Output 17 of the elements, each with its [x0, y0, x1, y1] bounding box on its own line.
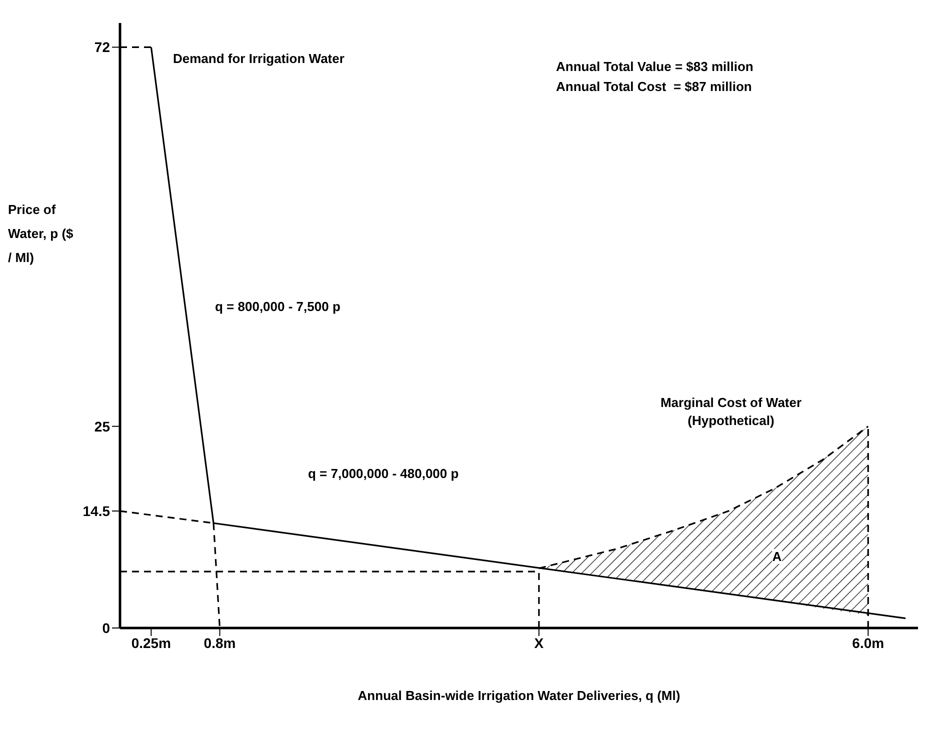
y-tick-label: 0 [102, 620, 110, 636]
annotation: q = 7,000,000 - 480,000 p [308, 466, 459, 481]
x-tick-label: 0.25m [131, 634, 172, 651]
annotation: q = 800,000 - 7,500 p [215, 299, 340, 314]
y-tick-label: 14.5 [82, 503, 110, 520]
annotation: A [772, 549, 782, 564]
x-tick-label: 6.0m [852, 634, 884, 651]
annotation: Annual Total Value = $83 million [556, 59, 754, 74]
annotation: Demand for Irrigation Water [173, 51, 344, 66]
x-tick-label: X [534, 634, 544, 651]
x-tick-label: 0.8m [204, 634, 236, 651]
y-tick-label: 25 [94, 418, 110, 434]
annotation: Marginal Cost of Water (Hypothetical) [660, 395, 806, 428]
y-tick-label: 72 [94, 39, 110, 56]
x-axis-title: Annual Basin-wide Irrigation Water Deliveries, q (Ml) [358, 688, 680, 703]
annotation: Annual Total Cost = $87 million [556, 79, 752, 94]
y-axis-title: Price of Water, p ($ / Ml) [8, 201, 74, 267]
